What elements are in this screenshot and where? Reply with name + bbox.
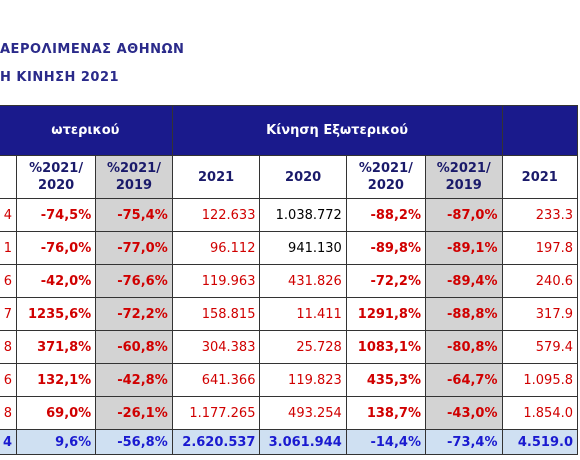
cell: 119.823	[259, 363, 347, 397]
traffic-table: ωτερικού Κίνηση Εξωτερικού %2021/ 2020 %202…	[0, 105, 578, 455]
column-header: %2021/ 2019	[95, 155, 173, 199]
cell: 941.130	[259, 231, 347, 265]
cell: -89,1%	[424, 231, 503, 265]
total-cell: 3.061.944	[259, 429, 347, 455]
cell: -64,7%	[424, 363, 503, 397]
group-header: Κίνηση Εξωτερικού	[171, 105, 503, 156]
cell: -26,1%	[95, 396, 173, 430]
cell: 431.826	[259, 264, 347, 298]
total-cell: 2.620.537	[171, 429, 261, 455]
cell: 304.383	[171, 330, 261, 364]
data-row: 4 -74,5% -75,4% 122.633 1.038.772 -88,2% -87,0…	[0, 198, 578, 232]
cell: -75,4%	[95, 198, 173, 232]
cell: 197.8	[501, 231, 578, 265]
total-cell: -56,8%	[95, 429, 173, 455]
cell: 6	[0, 363, 18, 397]
cell: 158.815	[171, 297, 261, 331]
total-cell: 4	[0, 429, 18, 455]
column-header-row: %2021/ 2020 %2021/ 2019 2021 2020 %2021/ 202…	[0, 155, 578, 199]
cell: 1	[0, 231, 18, 265]
cell: -74,5%	[16, 198, 97, 232]
total-cell: 4.519.0	[501, 429, 578, 455]
cell: 317.9	[501, 297, 578, 331]
cell: 122.633	[171, 198, 261, 232]
data-row: 6 -42,0% -76,6% 119.963 431.826 -72,2% -89,4% 2…	[0, 264, 578, 298]
cell: 1.038.772	[259, 198, 347, 232]
cell: 233.3	[501, 198, 578, 232]
total-cell: -14,4%	[345, 429, 426, 455]
cell: 435,3%	[345, 363, 426, 397]
cell: -43,0%	[424, 396, 503, 430]
cell: 96.112	[171, 231, 261, 265]
group-header	[501, 105, 578, 156]
cell: 8	[0, 330, 18, 364]
cell: 138,7%	[345, 396, 426, 430]
group-header-row: ωτερικού Κίνηση Εξωτερικού	[0, 105, 578, 156]
data-row: 7 1235,6% -72,2% 158.815 11.411 1291,8% -88,8%…	[0, 297, 578, 331]
cell: -72,2%	[345, 264, 426, 298]
cell: -76,6%	[95, 264, 173, 298]
cell: 132,1%	[16, 363, 97, 397]
cell: -42,0%	[16, 264, 97, 298]
cell: 240.6	[501, 264, 578, 298]
cell: 69,0%	[16, 396, 97, 430]
cell: 4	[0, 198, 18, 232]
group-header: ωτερικού	[0, 105, 173, 156]
cell: 25.728	[259, 330, 347, 364]
cell: 1083,1%	[345, 330, 426, 364]
cell: -89,8%	[345, 231, 426, 265]
column-header: 2020	[259, 155, 347, 199]
cell: -89,4%	[424, 264, 503, 298]
data-row: 8 69,0% -26,1% 1.177.265 493.254 138,7% -43,0%…	[0, 396, 578, 430]
column-header: 2021	[171, 155, 261, 199]
cell: 1.095.8	[501, 363, 578, 397]
cell: -80,8%	[424, 330, 503, 364]
cell: 7	[0, 297, 18, 331]
total-cell: -73,4%	[424, 429, 503, 455]
total-row: 4 9,6% -56,8% 2.620.537 3.061.944 -14,4% -73,4…	[0, 429, 578, 455]
column-header: %2021/ 2019	[424, 155, 503, 199]
cell: -42,8%	[95, 363, 173, 397]
column-header: 2021	[501, 155, 578, 199]
column-header	[0, 155, 18, 199]
cell: -72,2%	[95, 297, 173, 331]
column-header: %2021/ 2020	[345, 155, 426, 199]
cell: 8	[0, 396, 18, 430]
cell: 641.366	[171, 363, 261, 397]
cell: 11.411	[259, 297, 347, 331]
title: ΑΕΡΟΛΙΜΕΝΑΣ ΑΘΗΝΩΝ	[0, 42, 185, 57]
cell: -77,0%	[95, 231, 173, 265]
cell: 6	[0, 264, 18, 298]
total-cell: 9,6%	[16, 429, 97, 455]
cell: -60,8%	[95, 330, 173, 364]
cell: 119.963	[171, 264, 261, 298]
cell: -76,0%	[16, 231, 97, 265]
cell: 1291,8%	[345, 297, 426, 331]
cell: 371,8%	[16, 330, 97, 364]
cell: -88,2%	[345, 198, 426, 232]
cell: 1.177.265	[171, 396, 261, 430]
data-row: 1 -76,0% -77,0% 96.112 941.130 -89,8% -89,1% 19…	[0, 231, 578, 265]
cell: -87,0%	[424, 198, 503, 232]
data-row: 8 371,8% -60,8% 304.383 25.728 1083,1% -80,8% 5…	[0, 330, 578, 364]
subtitle: Η ΚΙΝΗΣΗ 2021	[0, 70, 120, 85]
cell: -88,8%	[424, 297, 503, 331]
cell: 1.854.0	[501, 396, 578, 430]
cell: 493.254	[259, 396, 347, 430]
cell: 579.4	[501, 330, 578, 364]
cell: 1235,6%	[16, 297, 97, 331]
column-header: %2021/ 2020	[16, 155, 97, 199]
data-row: 6 132,1% -42,8% 641.366 119.823 435,3% -64,7% 1…	[0, 363, 578, 397]
